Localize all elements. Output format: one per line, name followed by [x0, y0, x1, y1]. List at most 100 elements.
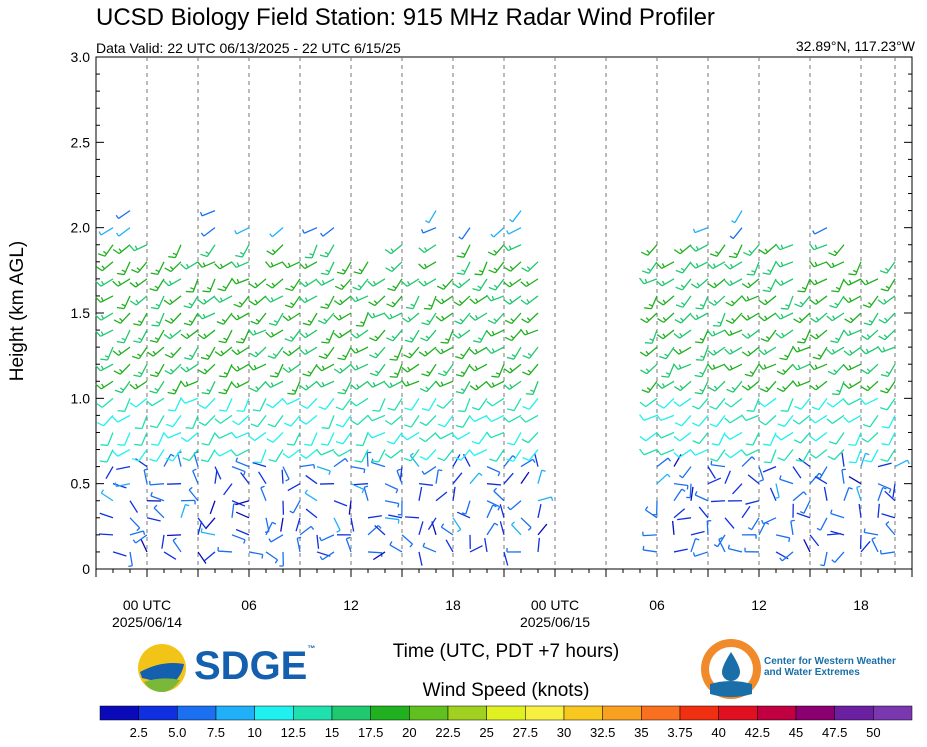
wind-barb [712, 312, 726, 327]
wind-barb [205, 517, 216, 529]
wind-barb [420, 227, 437, 234]
wind-barb [404, 516, 420, 519]
wind-barb [435, 431, 454, 440]
wind-barb [163, 551, 177, 560]
colorbar-tick-label: 32.5 [590, 725, 615, 740]
wind-barb [335, 415, 352, 428]
sdge-trademark: ™ [307, 644, 316, 653]
wind-barb [503, 295, 522, 305]
wind-barb [265, 551, 279, 564]
wind-barb [214, 448, 233, 457]
wind-barb [522, 449, 539, 462]
wind-barb [421, 398, 437, 412]
wind-barb [809, 243, 828, 251]
wind-barb [180, 431, 199, 443]
wind-barb [370, 458, 386, 468]
wind-barb [445, 539, 454, 553]
wind-barb [287, 381, 301, 395]
wind-barb [163, 295, 182, 306]
x-tick-label: 12 [751, 597, 767, 613]
wind-barb [860, 397, 879, 405]
wind-barb [493, 487, 505, 502]
wind-barb [149, 449, 165, 462]
wind-barb [180, 380, 199, 388]
wind-barb [640, 244, 658, 256]
wind-barb [401, 278, 420, 287]
wind-barb [843, 486, 853, 501]
wind-barb [718, 537, 726, 553]
wind-barb [302, 363, 318, 377]
wind-barb [487, 312, 505, 325]
wind-barb [827, 363, 845, 376]
wind-barb [455, 380, 471, 395]
wind-barb [724, 261, 743, 270]
wind-barb [384, 380, 403, 389]
wind-barb [729, 227, 743, 240]
wind-barb [724, 517, 735, 529]
wind-barb [885, 521, 896, 536]
wind-barb [775, 431, 794, 441]
colorbar-tick-label: 42.5 [745, 725, 770, 740]
wind-barb [469, 448, 488, 457]
wind-barb [248, 278, 267, 289]
wind-barb [386, 329, 403, 342]
wind-barb [639, 346, 658, 357]
wind-barb [711, 432, 726, 446]
wind-barb [117, 432, 131, 446]
wind-barb [319, 227, 335, 237]
wind-barb [435, 491, 448, 502]
wind-barb [248, 295, 267, 306]
wind-barb [698, 506, 709, 519]
wind-barb [758, 466, 765, 482]
wind-barb [437, 363, 454, 377]
colorbar-swatch [873, 705, 913, 721]
wind-barb [792, 414, 811, 425]
wind-barb [219, 398, 233, 412]
wind-barb [248, 328, 267, 336]
colorbar-swatch [331, 705, 371, 721]
wind-barb [504, 312, 522, 325]
wind-barb [809, 380, 828, 391]
wind-barb [871, 537, 879, 553]
wind-barb [499, 504, 505, 518]
wind-barb [776, 363, 794, 376]
wind-barb [284, 329, 301, 342]
wind-barb [299, 278, 318, 288]
wind-barb [503, 414, 522, 423]
wind-barb [725, 312, 743, 324]
wind-barb [661, 363, 675, 378]
wind-barb [779, 346, 794, 361]
wind-barb [149, 329, 165, 343]
wind-barb [690, 486, 694, 501]
wind-barb [709, 244, 726, 257]
wind-barb [367, 431, 386, 439]
x-tick-label: 00 UTC [531, 597, 579, 613]
colorbar-swatch [641, 705, 681, 721]
wind-barb [841, 468, 846, 484]
wind-barb [153, 504, 165, 519]
wind-barb [167, 398, 182, 412]
wind-barb [690, 448, 709, 456]
wind-barb [320, 295, 335, 310]
wind-barb [843, 397, 862, 406]
wind-barb [418, 261, 437, 270]
wind-barb [877, 295, 896, 305]
wind-barb [674, 312, 692, 324]
wind-barb [129, 517, 141, 532]
wind-barb [674, 414, 692, 427]
wind-barb [692, 227, 709, 234]
wind-barb [396, 468, 403, 484]
wind-barb [350, 483, 365, 494]
wind-barb [299, 449, 318, 459]
wind-barb [435, 380, 454, 388]
wind-barb [164, 363, 182, 375]
wind-barb [775, 260, 794, 268]
wind-barb [353, 483, 369, 486]
wind-barb [673, 431, 692, 442]
wind-barb [235, 528, 250, 536]
wind-barb [304, 432, 318, 446]
wind-barb [758, 397, 777, 408]
wind-barb [352, 278, 369, 291]
wind-barb [316, 380, 335, 388]
wind-barb [490, 227, 505, 238]
